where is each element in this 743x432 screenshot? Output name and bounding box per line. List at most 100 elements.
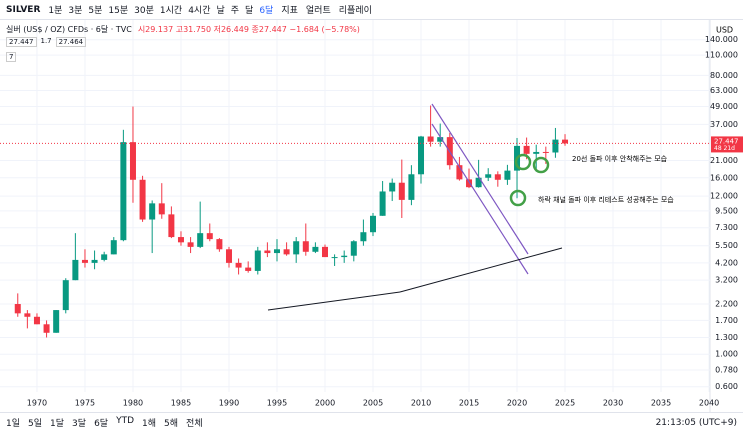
candle-body xyxy=(254,250,261,271)
timeframe[interactable]: 4시간 xyxy=(188,6,211,16)
countdown: 48 21d xyxy=(714,145,735,152)
y-tick-label: 0.780 xyxy=(715,365,738,374)
timeframe[interactable]: 15분 xyxy=(108,6,129,16)
y-tick-label: 80.000 xyxy=(710,71,738,80)
range[interactable]: YTD xyxy=(116,416,135,426)
candle-body xyxy=(43,324,50,333)
candle-body xyxy=(475,177,482,188)
range[interactable]: 6달 xyxy=(94,419,109,429)
candle-body xyxy=(389,182,396,192)
candle-body xyxy=(110,240,117,255)
range[interactable]: 1달 xyxy=(50,419,65,429)
y-tick-label: 16.000 xyxy=(710,173,738,182)
candle-body xyxy=(139,179,146,220)
candle-body xyxy=(129,142,136,180)
candle-body xyxy=(62,280,69,311)
alert[interactable]: 얼러트 xyxy=(305,6,331,16)
timeframe[interactable]: 날 xyxy=(216,6,225,16)
replay[interactable]: 리플레이 xyxy=(338,6,372,16)
x-tick-label: 2000 xyxy=(315,399,335,408)
x-tick-label: 2010 xyxy=(411,399,431,408)
collapse[interactable]: 7 xyxy=(6,52,17,62)
range[interactable]: 1일 xyxy=(6,419,21,429)
candle-body xyxy=(542,151,549,153)
chart: USD 20선 돌파 이후 안착해주는 모습 하락 채널 돌파 이후 리테스트 … xyxy=(0,20,743,412)
range[interactable]: 5일 xyxy=(28,419,43,429)
timeframe[interactable]: 30분 xyxy=(134,6,154,16)
candle-body xyxy=(562,139,569,144)
timeframe[interactable]: 3분 xyxy=(68,6,83,16)
candle-body xyxy=(14,304,21,314)
y-tick-label: 12.000 xyxy=(710,192,738,201)
candle-body xyxy=(273,249,280,254)
timeframe[interactable]: 1분 xyxy=(48,6,63,16)
channel-line xyxy=(431,123,529,275)
range[interactable]: 1해 xyxy=(142,419,157,429)
y-tick-label: 9.500 xyxy=(715,206,738,215)
legend-boxes: 27.447 1.7 27.464 xyxy=(6,37,87,47)
toolbar: SILVER 1분 3분 5분 15분 30분 1시간 4시간 날 주 달 6달 지표 얼러트 리플… xyxy=(0,0,743,20)
timeframe[interactable]: 주 xyxy=(230,6,240,16)
price-tag xyxy=(711,136,743,153)
timeframe[interactable]: 1시간 xyxy=(159,6,183,16)
y-tick-label: 110.000 xyxy=(705,51,738,60)
y-tick-label: 1.700 xyxy=(715,316,738,325)
highlight-circle xyxy=(509,189,527,207)
symbol[interactable]: SILVER xyxy=(6,4,41,15)
x-tick-label: 1975 xyxy=(75,399,95,408)
y-tick-label: 3.200 xyxy=(715,276,738,285)
candle-body xyxy=(494,174,501,180)
candle-body xyxy=(235,262,242,268)
candle-body xyxy=(370,215,377,233)
box: 27.447 xyxy=(6,37,37,47)
candle-body xyxy=(552,139,559,153)
y-tick-label: 5.500 xyxy=(715,241,738,250)
candle-body xyxy=(341,255,348,258)
y-tick-label: 7.300 xyxy=(715,223,738,232)
candle-body xyxy=(283,249,290,255)
candle-body xyxy=(504,170,511,180)
candle-body xyxy=(72,259,79,281)
y-tick-label: 0.600 xyxy=(715,382,738,391)
x-tick-label: 2020 xyxy=(507,399,527,408)
x-tick-label: 1990 xyxy=(219,399,239,408)
candle-body xyxy=(24,313,31,317)
candle-body xyxy=(427,136,434,142)
plot xyxy=(0,20,710,392)
candle-body xyxy=(168,214,175,238)
timeframe[interactable]: 달 xyxy=(245,6,254,16)
x-tick-label: 2015 xyxy=(459,399,479,408)
x-tick-label: 1985 xyxy=(171,399,191,408)
box: 1.7 xyxy=(40,37,52,45)
timeframe[interactable]: 6달 xyxy=(259,6,274,16)
range[interactable]: 3달 xyxy=(72,419,87,429)
highlight-circle xyxy=(514,153,532,171)
x-tick-label: 2040 xyxy=(699,399,719,408)
symbol-name: 실버 (US$ / OZ) CFDs · 6달 · TVC xyxy=(6,25,132,34)
legend: 실버 (US$ / OZ) CFDs · 6달 · TVC 시29.137 고3… xyxy=(6,24,360,35)
candle-body xyxy=(81,259,88,263)
clock: 21:13:05 (UTC+9) xyxy=(655,417,737,428)
price-tag-label: 27.447 xyxy=(714,137,739,145)
range[interactable]: 전체 xyxy=(186,419,203,429)
x-tick-label: 1970 xyxy=(27,399,47,408)
candle-body xyxy=(216,239,223,250)
candle-body xyxy=(206,233,213,240)
timeframe[interactable]: 5분 xyxy=(88,6,103,16)
candle-body xyxy=(456,165,463,180)
candle-body xyxy=(360,232,367,242)
candle-body xyxy=(177,237,184,243)
candle-body xyxy=(91,259,98,263)
indicators[interactable]: 지표 xyxy=(281,6,298,16)
candle-body xyxy=(101,254,108,260)
candle-body xyxy=(437,137,444,142)
ranges: 1일 5일 1달 3달 6달 YTD 1해 5해 전체 xyxy=(6,416,203,429)
range[interactable]: 5해 xyxy=(164,419,179,429)
candle-body xyxy=(120,142,127,241)
candle-body xyxy=(264,250,271,254)
candle-body xyxy=(158,203,165,215)
y-tick-label: 2.200 xyxy=(715,300,738,309)
x-tick-label: 2035 xyxy=(651,399,671,408)
y-tick-label: 1.000 xyxy=(715,350,738,359)
